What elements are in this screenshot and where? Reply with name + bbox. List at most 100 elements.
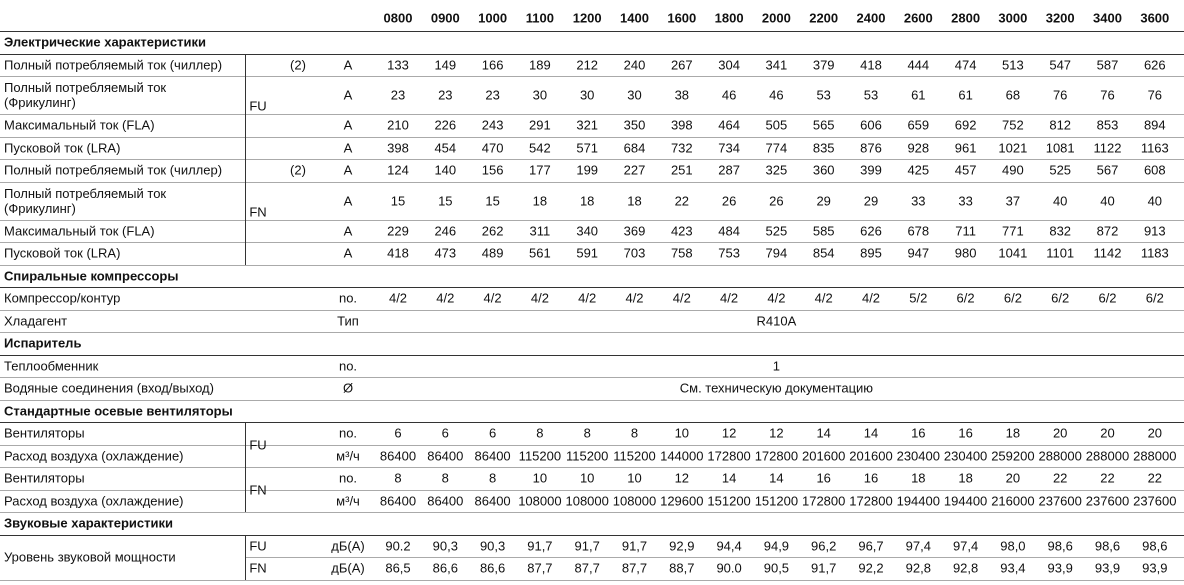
column-header: 2600	[903, 10, 933, 26]
section-title: Электрические характеристики	[4, 34, 206, 50]
cell: 68	[1005, 87, 1021, 103]
rule	[0, 242, 1184, 243]
cell: 259200	[991, 448, 1035, 464]
cell: 87,7	[621, 560, 648, 576]
cell: 251	[670, 162, 693, 178]
cell: 26	[769, 193, 784, 208]
cell: 6/2	[1145, 290, 1164, 306]
cell: 177	[529, 162, 551, 178]
cell: 287	[718, 162, 740, 178]
cell: 288000	[1085, 448, 1130, 464]
cell: 86,6	[432, 560, 458, 576]
rule	[245, 159, 246, 265]
cell: 18	[532, 193, 548, 208]
cell: 10	[674, 425, 690, 441]
cell: 913	[1143, 223, 1166, 239]
rule	[245, 467, 246, 512]
cell: 325	[765, 162, 788, 178]
column-header: 1600	[667, 10, 697, 26]
cell: 230400	[896, 448, 940, 464]
cell: 97,4	[905, 538, 931, 554]
rule	[0, 399, 1184, 401]
cell: 752	[1002, 117, 1024, 133]
cell: 226	[434, 117, 457, 133]
cell: 76	[1100, 87, 1115, 103]
column-header: 2400	[856, 10, 886, 26]
note: (2)	[290, 162, 306, 178]
unit: A	[343, 140, 353, 156]
cell: 46	[769, 87, 784, 103]
cell: 20	[1147, 425, 1163, 441]
cell: 6	[488, 425, 497, 441]
section-title: Испаритель	[4, 335, 82, 351]
cell: 40	[1100, 193, 1115, 208]
cell: 23	[485, 87, 500, 103]
cell: 53	[816, 87, 831, 103]
cell: 876	[860, 140, 882, 156]
cell: 854	[812, 245, 835, 261]
section-title: Звуковые характеристики	[4, 515, 174, 531]
cell: 692	[954, 117, 977, 133]
cell: 18	[627, 193, 642, 208]
row-label: Полный потребляемый ток (Фрикулинг)	[4, 185, 167, 216]
cell: 86400	[474, 448, 511, 464]
cell: 6/2	[956, 290, 975, 306]
cell: 246	[434, 223, 457, 239]
row-label: Пусковой ток (LRA)	[4, 245, 121, 261]
cell: 22	[1052, 470, 1068, 486]
cell: 587	[1096, 57, 1119, 73]
group-label: FU	[249, 538, 267, 554]
rule	[245, 534, 246, 580]
cell: 12	[769, 425, 784, 441]
cell: 199	[576, 162, 599, 178]
row-label: Расход воздуха (охлаждение)	[4, 493, 184, 509]
cell: 216000	[991, 493, 1035, 509]
cell: 8	[583, 425, 591, 441]
cell: 571	[576, 140, 599, 156]
unit: no.	[338, 425, 358, 441]
cell: 585	[812, 223, 835, 239]
cell: 567	[1096, 162, 1119, 178]
cell: 91,7	[527, 538, 553, 554]
cell: 262	[481, 223, 504, 239]
unit: дБ(A)	[331, 538, 365, 554]
cell: 30	[532, 87, 548, 103]
cell: 76	[1052, 87, 1068, 103]
cell: 853	[1096, 117, 1119, 133]
cell: 894	[1143, 117, 1166, 133]
cell: 418	[860, 57, 882, 73]
cell: 947	[907, 245, 930, 261]
cell: 92,9	[669, 538, 695, 554]
cell: 166	[481, 57, 504, 73]
cell: 86400	[427, 493, 464, 509]
cell: 425	[907, 162, 930, 178]
cell: 40	[1147, 193, 1163, 208]
row-label: Компрессор/контур	[4, 290, 121, 306]
cell: 76	[1147, 87, 1163, 103]
rule	[0, 444, 1184, 446]
cell: 561	[529, 245, 551, 261]
cell: 4/2	[483, 290, 502, 306]
cell: 230400	[943, 448, 988, 464]
cell: 872	[1096, 223, 1119, 239]
cell: 124	[387, 162, 409, 178]
cell: 8	[630, 425, 639, 441]
cell: 565	[812, 117, 835, 133]
unit: м³/ч	[336, 448, 360, 464]
cell: 423	[670, 223, 693, 239]
row-label: Водяные соединения (вход/выход)	[4, 380, 214, 396]
rule	[0, 219, 1184, 221]
rule	[0, 467, 1184, 468]
cell: 1122	[1093, 140, 1122, 156]
cell: 8	[488, 470, 497, 486]
cell: 10	[532, 470, 548, 486]
cell: 91,7	[811, 560, 837, 576]
cell: 16	[863, 470, 879, 486]
cell: 4/2	[625, 290, 644, 306]
cell: 6/2	[1051, 290, 1070, 306]
row-label: Максимальный ток (FLA)	[4, 117, 155, 133]
cell: 243	[481, 117, 504, 133]
cell: 4/2	[530, 290, 549, 306]
column-header: 2800	[951, 10, 981, 26]
cell: 92,8	[952, 560, 979, 576]
